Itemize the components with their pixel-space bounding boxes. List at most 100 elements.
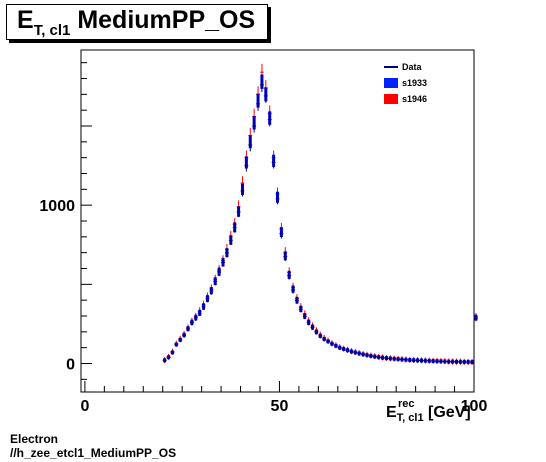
- data-point: [213, 277, 218, 286]
- data-point: [388, 356, 393, 361]
- series-s1933: [163, 74, 478, 365]
- data-point: [314, 329, 319, 335]
- data-point: [236, 206, 241, 218]
- data-point: [256, 96, 260, 111]
- data-point: [318, 333, 323, 339]
- data-point: [283, 252, 288, 262]
- data-point: [411, 358, 416, 363]
- title-box: ET, cl1 MediumPP_OS: [6, 4, 268, 40]
- data-point: [357, 351, 362, 356]
- data-point: [450, 359, 455, 364]
- data-point: [259, 77, 264, 93]
- data-point: [174, 342, 179, 347]
- data-point: [403, 357, 408, 362]
- data-point: [166, 355, 171, 360]
- data-point: [302, 313, 307, 320]
- title-main: E: [17, 6, 34, 34]
- x-axis-label-main: E: [386, 404, 397, 421]
- data-point: [337, 345, 342, 350]
- x-tick-label: 100: [461, 398, 488, 415]
- data-point: [224, 248, 229, 258]
- data-point: [178, 337, 183, 343]
- footer-line-2: //h_zee_etcl1_MediumPP_OS: [10, 446, 177, 460]
- data-point: [435, 359, 439, 364]
- data-point: [462, 360, 467, 365]
- data-point: [209, 287, 214, 295]
- data-point: [407, 358, 412, 363]
- data-point: [353, 350, 358, 355]
- chart-title: ET, cl1 MediumPP_OS: [17, 6, 256, 39]
- data-point: [322, 337, 327, 342]
- data-point: [431, 359, 436, 364]
- data-point: [221, 258, 225, 267]
- legend-item-data: Data: [384, 62, 423, 72]
- data-point: [298, 306, 303, 313]
- data-point: [466, 360, 471, 365]
- data-marks: [162, 63, 478, 365]
- data-point: [252, 119, 257, 133]
- data-point: [345, 348, 350, 353]
- data-point: [380, 355, 385, 360]
- data-point: [333, 344, 338, 349]
- data-point: [275, 193, 280, 205]
- series-data: [162, 77, 478, 365]
- data-point: [365, 353, 369, 358]
- data-point: [427, 358, 432, 363]
- data-point: [162, 358, 167, 363]
- y-tick-label: 0: [66, 357, 75, 374]
- data-point: [446, 359, 451, 364]
- data-point: [400, 357, 404, 362]
- data-point: [291, 286, 296, 294]
- data-point: [396, 357, 401, 362]
- data-point: [474, 315, 478, 322]
- data-point: [186, 326, 190, 332]
- data-point: [361, 352, 366, 357]
- data-point: [248, 138, 253, 152]
- data-point: [279, 228, 284, 239]
- x-axis-label-unit: [GeV]: [428, 404, 471, 421]
- legend: Data s1933 s1946: [384, 62, 427, 104]
- data-point: [454, 359, 459, 364]
- data-point: [189, 319, 194, 326]
- legend-item-s1933: s1933: [384, 78, 427, 88]
- data-point: [263, 88, 268, 103]
- footer-line-1: Electron: [10, 432, 59, 446]
- data-point: [458, 359, 463, 364]
- data-point: [205, 295, 210, 303]
- axis-ticks: [81, 62, 475, 392]
- data-point: [349, 349, 354, 354]
- data-point: [170, 350, 175, 355]
- data-point: [423, 358, 428, 363]
- x-axis-label-subscript: T, cl1: [396, 412, 424, 424]
- data-point: [438, 359, 443, 364]
- x-tick-label: 0: [80, 398, 89, 415]
- data-point: [368, 354, 373, 359]
- data-point: [267, 112, 272, 127]
- data-point: [470, 360, 474, 365]
- data-point: [442, 359, 447, 364]
- data-point: [341, 347, 346, 352]
- legend-label: s1933: [402, 78, 427, 88]
- legend-label: Data: [402, 62, 423, 72]
- data-point: [310, 324, 315, 330]
- data-point: [384, 356, 389, 361]
- data-point: [271, 156, 276, 169]
- legend-label: s1946: [402, 94, 427, 104]
- data-point: [287, 271, 292, 280]
- legend-box-swatch: [384, 94, 398, 104]
- data-point: [295, 297, 299, 304]
- data-point: [240, 185, 245, 197]
- data-point: [244, 159, 249, 172]
- data-point: [326, 339, 331, 344]
- data-point: [376, 355, 381, 360]
- title-rest: MediumPP_OS: [77, 6, 256, 34]
- data-point: [415, 358, 420, 363]
- data-point: [306, 319, 311, 326]
- x-axis-label-superscript: rec: [398, 398, 415, 410]
- data-point: [228, 235, 233, 246]
- legend-item-s1946: s1946: [384, 94, 427, 104]
- y-tick-label: 1000: [39, 198, 75, 215]
